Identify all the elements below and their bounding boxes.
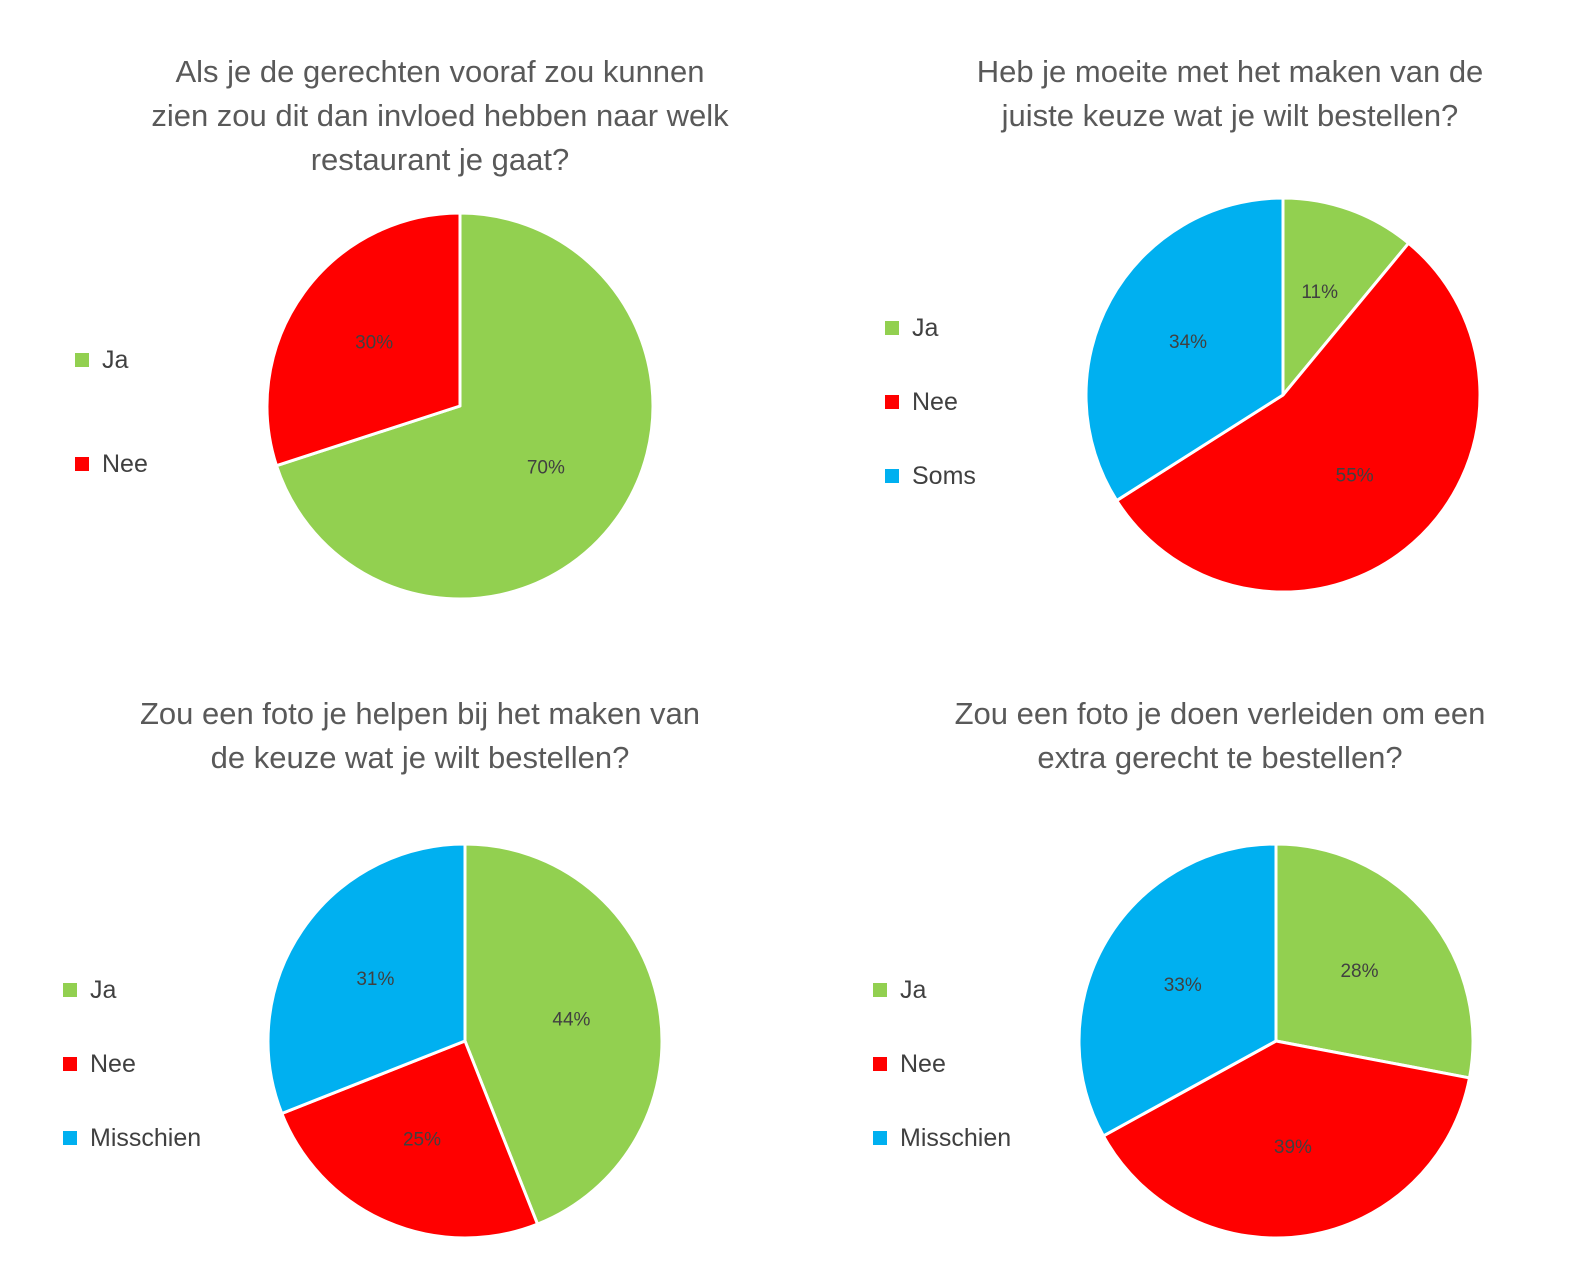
legend-swatch <box>885 321 899 335</box>
data-label-ja: 28% <box>1340 961 1378 982</box>
chart-title-line: extra gerecht te bestellen? <box>1037 740 1403 775</box>
pie-slice-ja <box>274 211 655 601</box>
legend-swatch <box>75 353 89 367</box>
data-label-nee: 30% <box>355 333 393 354</box>
data-label-ja: 70% <box>527 457 565 478</box>
chart-title: Zou een foto je doen verleiden om een ex… <box>900 692 1540 780</box>
legend-label: Nee <box>912 388 958 416</box>
chart-title: Heb je moeite met het maken van de juist… <box>910 50 1550 138</box>
pie-slice-soms <box>1084 196 1285 503</box>
legend-label: Nee <box>900 1050 946 1078</box>
chart-title-line: de keuze wat je wilt bestellen? <box>210 740 630 775</box>
legend-swatch <box>885 395 899 409</box>
pie-slice-misschien <box>1077 842 1278 1138</box>
chart-title-line: restaurant je gaat? <box>310 142 570 177</box>
chart-title-line: Zou een foto je helpen bij het maken van <box>139 696 701 731</box>
pie-slice-nee <box>1115 241 1482 594</box>
pie-slice-ja <box>463 842 664 1226</box>
pie-chart: 44% 25% 31% <box>266 842 664 1240</box>
legend-swatch <box>63 1057 77 1071</box>
chart-title: Als je de gerechten vooraf zou kunnen zi… <box>100 50 780 182</box>
data-label-ja: 11% <box>1301 282 1338 303</box>
chart-title-line: juiste keuze wat je wilt bestellen? <box>1001 98 1459 133</box>
data-label-misschien: 31% <box>356 969 394 990</box>
legend-label: Ja <box>912 314 939 342</box>
legend-swatch <box>63 1131 77 1145</box>
pie-slice-misschien <box>266 842 467 1116</box>
legend-swatch <box>873 1131 887 1145</box>
pie-slice-nee <box>280 1039 540 1240</box>
legend-swatch <box>75 457 89 471</box>
legend-label: Misschien <box>90 1124 202 1152</box>
legend-label: Soms <box>912 462 976 490</box>
legend-swatch <box>873 983 887 997</box>
pie-slice-ja <box>1274 842 1475 1080</box>
legend-swatch <box>63 983 77 997</box>
legend-label: Ja <box>102 346 129 374</box>
chart-title-line: zien zou dit dan invloed hebben naar wel… <box>151 98 729 133</box>
chart-title-line: Als je de gerechten vooraf zou kunnen <box>175 54 705 89</box>
data-label-misschien: 33% <box>1164 975 1202 996</box>
legend-label: Nee <box>90 1050 136 1078</box>
chart-title-line: Zou een foto je doen verleiden om een <box>954 696 1486 731</box>
pie-slice-nee <box>265 211 462 468</box>
pie-chart: 28% 39% 33% <box>1077 842 1475 1240</box>
legend-label: Ja <box>900 976 927 1004</box>
pie-slice-ja <box>1281 196 1411 397</box>
data-label-nee: 39% <box>1274 1137 1312 1158</box>
pie-chart: 70% 30% <box>265 211 655 601</box>
legend-label: Nee <box>102 450 148 478</box>
legend-label: Ja <box>90 976 117 1004</box>
legend-label: Misschien <box>900 1124 1012 1152</box>
data-label-nee: 25% <box>403 1129 441 1150</box>
pie-chart: 11% 55% 34% <box>1084 196 1482 594</box>
data-label-nee: 55% <box>1336 465 1374 486</box>
chart-title: Zou een foto je helpen bij het maken van… <box>90 692 750 780</box>
data-label-soms: 34% <box>1169 332 1207 353</box>
legend-swatch <box>885 469 899 483</box>
chart-title-line: Heb je moeite met het maken van de <box>976 54 1484 89</box>
pie-slice-nee <box>1101 1039 1472 1240</box>
legend-swatch <box>873 1057 887 1071</box>
data-label-ja: 44% <box>552 1010 590 1031</box>
